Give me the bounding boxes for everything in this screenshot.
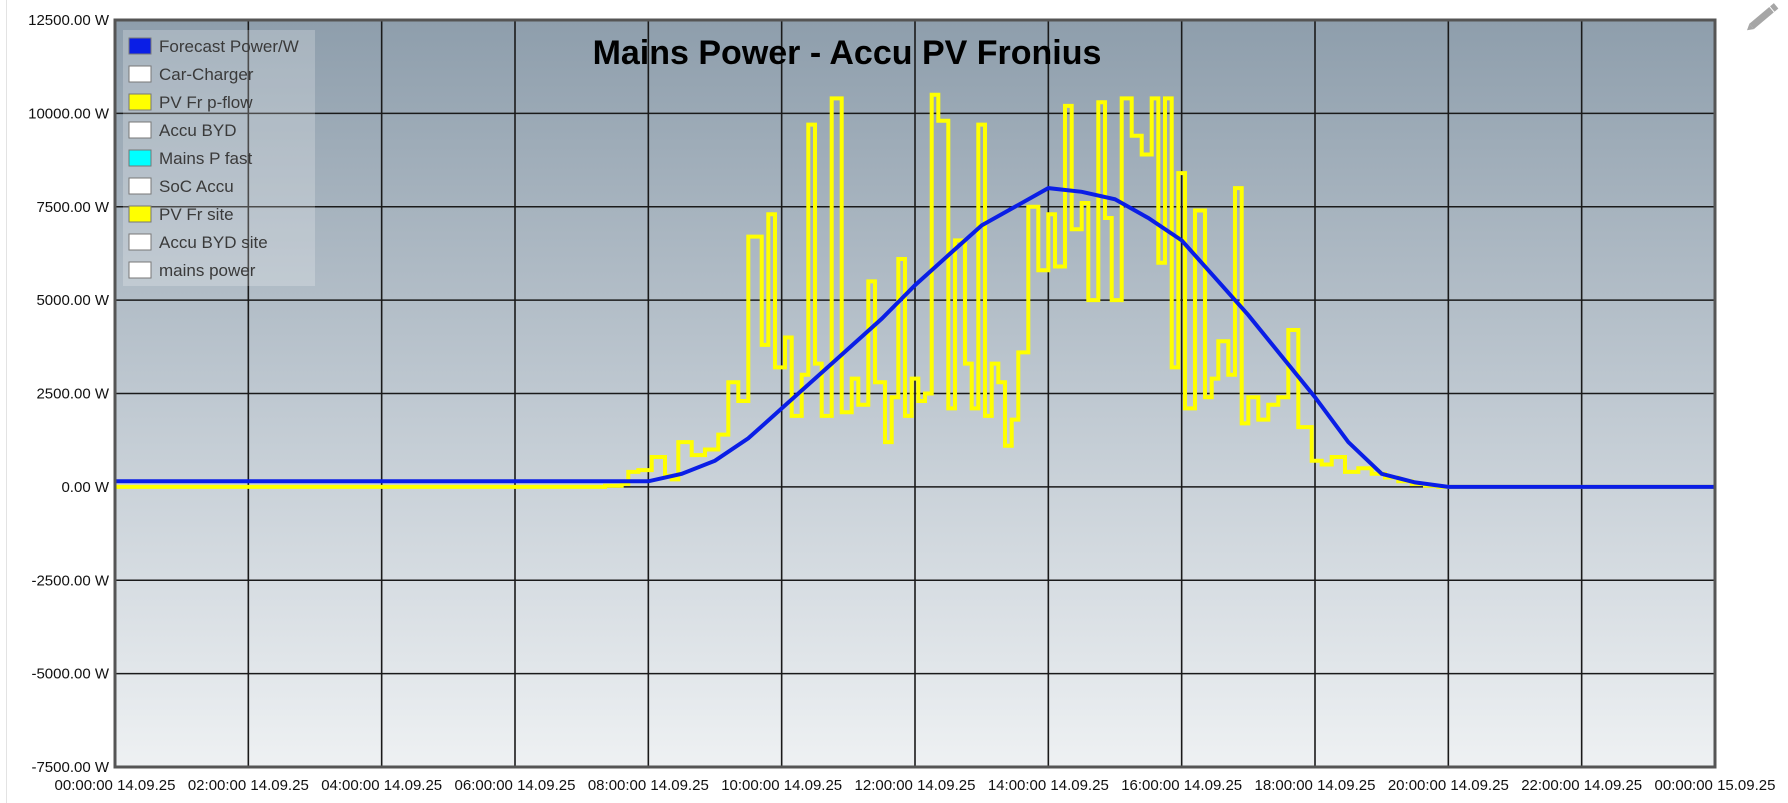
legend-item[interactable]: Accu BYD site <box>128 233 268 252</box>
legend-item[interactable]: SoC Accu <box>128 177 234 196</box>
x-tick-label: 18:00:00 14.09.25 <box>1255 777 1376 794</box>
page-left-edge <box>0 0 7 803</box>
series-line-forecast-power-w <box>115 186 1715 489</box>
legend-item[interactable]: Car-Charger <box>128 65 254 84</box>
x-tick-label: 00:00:00 15.09.25 <box>1655 777 1776 794</box>
y-axis: 12500.00 W 10000.00 W 7500.00 W 5000.00 W 25… <box>28 12 110 776</box>
legend-item[interactable]: Accu BYD <box>128 121 236 140</box>
x-tick-label: 02:00:00 14.09.25 <box>188 777 309 794</box>
x-tick-label: 20:00:00 14.09.25 <box>1388 777 1509 794</box>
x-tick-label: 14:00:00 14.09.25 <box>988 777 1109 794</box>
legend-item[interactable]: PV Fr p-flow <box>128 93 253 112</box>
legend-swatch <box>128 93 152 111</box>
legend-swatch <box>128 65 152 83</box>
y-tick-label: 12500.00 W <box>28 12 110 29</box>
y-tick-label: 7500.00 W <box>36 199 109 216</box>
legend-swatch <box>128 149 152 167</box>
y-tick-label: -2500.00 W <box>31 572 109 589</box>
x-tick-label: 12:00:00 14.09.25 <box>855 777 976 794</box>
y-tick-label: 10000.00 W <box>28 105 110 122</box>
y-tick-label: 0.00 W <box>61 479 109 496</box>
legend-label: Accu BYD site <box>159 233 268 252</box>
x-tick-label: 10:00:00 14.09.25 <box>721 777 842 794</box>
legend-swatch <box>128 233 152 251</box>
y-tick-label: -5000.00 W <box>31 666 109 683</box>
legend-item[interactable]: mains power <box>128 261 256 280</box>
x-tick-label: 00:00:00 14.09.25 <box>55 777 176 794</box>
legend-label: Accu BYD <box>159 121 236 140</box>
legend-label: Mains P fast <box>159 149 253 168</box>
legend-item[interactable]: Mains P fast <box>128 149 253 168</box>
legend[interactable]: Forecast Power/W Car-Charger PV Fr p-flow A… <box>123 30 315 286</box>
x-tick-label: 22:00:00 14.09.25 <box>1521 777 1642 794</box>
legend-label: Car-Charger <box>159 65 254 84</box>
x-axis: 00:00:00 14.09.25 02:00:00 14.09.25 04:00:… <box>55 777 1776 794</box>
y-tick-label: 2500.00 W <box>36 386 109 403</box>
legend-swatch <box>128 177 152 195</box>
series-line-pv-fr-p-flow <box>115 92 1715 489</box>
legend-background <box>123 30 315 286</box>
legend-item[interactable]: PV Fr site <box>128 205 234 224</box>
legend-swatch <box>128 205 152 223</box>
legend-swatch <box>128 261 152 279</box>
pencil-icon[interactable] <box>1742 2 1782 32</box>
x-tick-label: 06:00:00 14.09.25 <box>455 777 576 794</box>
legend-label: mains power <box>159 261 256 280</box>
legend-swatch <box>128 37 152 55</box>
x-tick-label: 08:00:00 14.09.25 <box>588 777 709 794</box>
chart-title: Mains Power - Accu PV Fronius <box>593 34 1102 72</box>
x-tick-label: 16:00:00 14.09.25 <box>1121 777 1242 794</box>
legend-label: SoC Accu <box>159 177 234 196</box>
y-tick-label: -7500.00 W <box>31 759 109 776</box>
legend-label: PV Fr p-flow <box>159 93 253 112</box>
legend-item[interactable]: Forecast Power/W <box>128 37 299 56</box>
plot-frame <box>113 18 1717 769</box>
series-layer <box>115 92 1715 489</box>
legend-label: Forecast Power/W <box>159 37 299 56</box>
y-tick-label: 5000.00 W <box>36 292 109 309</box>
legend-swatch <box>128 121 152 139</box>
legend-label: PV Fr site <box>159 205 234 224</box>
x-tick-label: 04:00:00 14.09.25 <box>321 777 442 794</box>
